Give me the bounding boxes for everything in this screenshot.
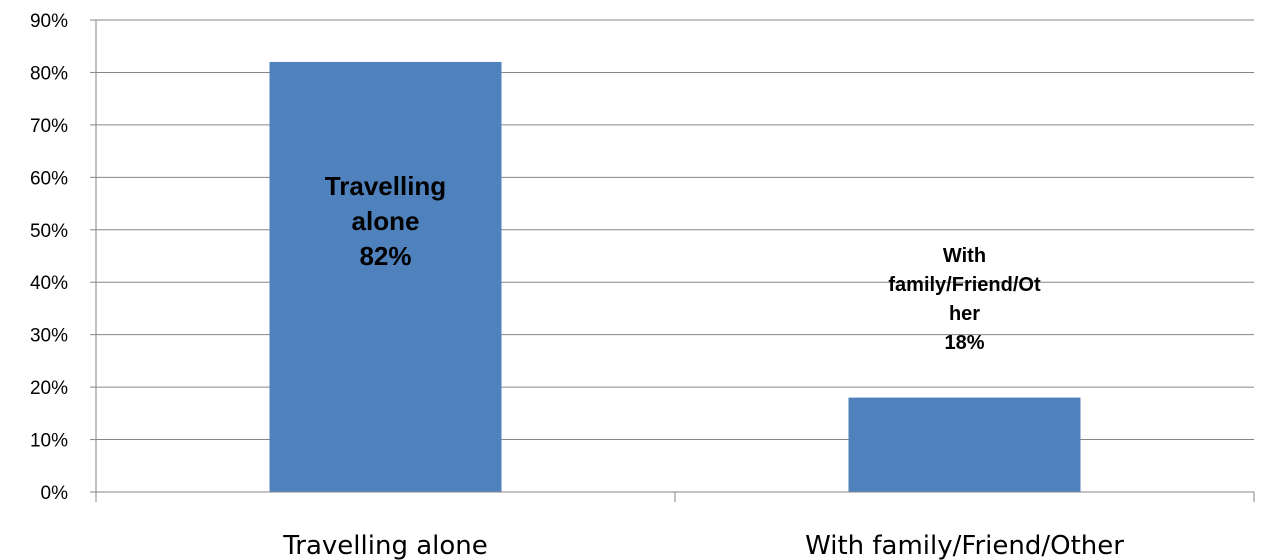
y-tick-label: 90% [30, 11, 68, 32]
data-labels: Travelling alone 82% With family/Friend/Ot he… [325, 171, 1041, 354]
bar [269, 61, 502, 492]
y-tick-label: 80% [30, 63, 68, 84]
x-tick-label: Travelling alone [282, 531, 488, 560]
y-tick-label: 10% [30, 431, 68, 452]
data-label: With family/Friend/Ot her 18% [888, 245, 1041, 354]
y-tick-label: 30% [30, 326, 68, 347]
data-label: Travelling alone 82% [325, 171, 446, 271]
x-tick-label: With family/Friend/Other [805, 531, 1124, 560]
bars [269, 61, 1081, 492]
y-tick-label: 20% [30, 378, 68, 399]
y-axis: 0% 10% 20% 30% 40% 50% 60% 70% 80% 90% [30, 11, 97, 504]
y-tick-label: 70% [30, 116, 68, 137]
y-tick-label: 0% [41, 483, 69, 504]
y-tick-label: 50% [30, 221, 68, 242]
y-tick-label: 60% [30, 168, 68, 189]
y-tick-label: 40% [30, 273, 68, 294]
x-axis: Travelling alone With family/Friend/Other [95, 491, 1255, 560]
bar [848, 397, 1081, 492]
